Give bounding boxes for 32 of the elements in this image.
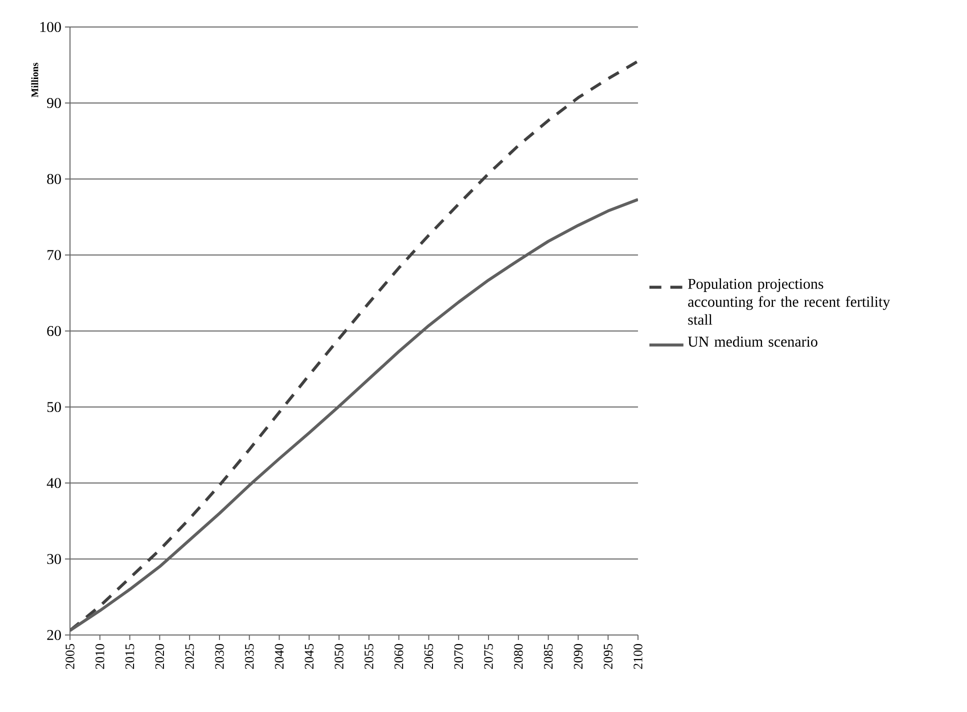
x-tick-label: 2005 — [66, 644, 74, 669]
x-tick-label: 2050 — [334, 644, 344, 669]
x-tick-label: 2060 — [394, 644, 404, 669]
x-tick-label: 2080 — [514, 644, 523, 669]
y-tick-label: 100 — [40, 22, 61, 32]
y-tick-label: 20 — [47, 630, 61, 640]
x-tick-label: 2075 — [484, 644, 493, 669]
y-tick-label: 70 — [48, 250, 61, 260]
x-tick-label: 2055 — [364, 644, 374, 669]
y-tick-label: 40 — [46, 478, 61, 488]
x-tick-label: 2045 — [304, 644, 314, 669]
x-tick-label: 2010 — [96, 644, 104, 669]
legend-label: Population projections accounting for the recent fertility stall — [688, 278, 890, 325]
x-tick-label: 2015 — [125, 644, 134, 669]
x-tick-label: 2040 — [274, 644, 284, 669]
legend-label: UN medium scenario — [688, 336, 818, 347]
x-tick-label: 2020 — [155, 644, 164, 669]
y-tick-label: 50 — [47, 402, 61, 412]
y-tick-label: 90 — [47, 98, 61, 108]
x-tick-label: 2065 — [424, 644, 434, 669]
y-tick-label: 30 — [47, 554, 61, 564]
x-tick-label: 2100 — [634, 644, 642, 669]
x-tick-label: 2035 — [245, 644, 254, 669]
x-tick-label: 2030 — [215, 644, 224, 669]
y-tick-label: 80 — [47, 174, 61, 184]
x-tick-label: 2095 — [604, 644, 612, 669]
x-tick-label: 2090 — [574, 644, 583, 669]
y-tick-label: 60 — [47, 326, 61, 336]
x-tick-label: 2085 — [544, 644, 553, 669]
x-tick-label: 2025 — [185, 644, 194, 669]
x-tick-label: 2070 — [454, 644, 463, 669]
y-axis-title: Millions — [31, 62, 38, 98]
